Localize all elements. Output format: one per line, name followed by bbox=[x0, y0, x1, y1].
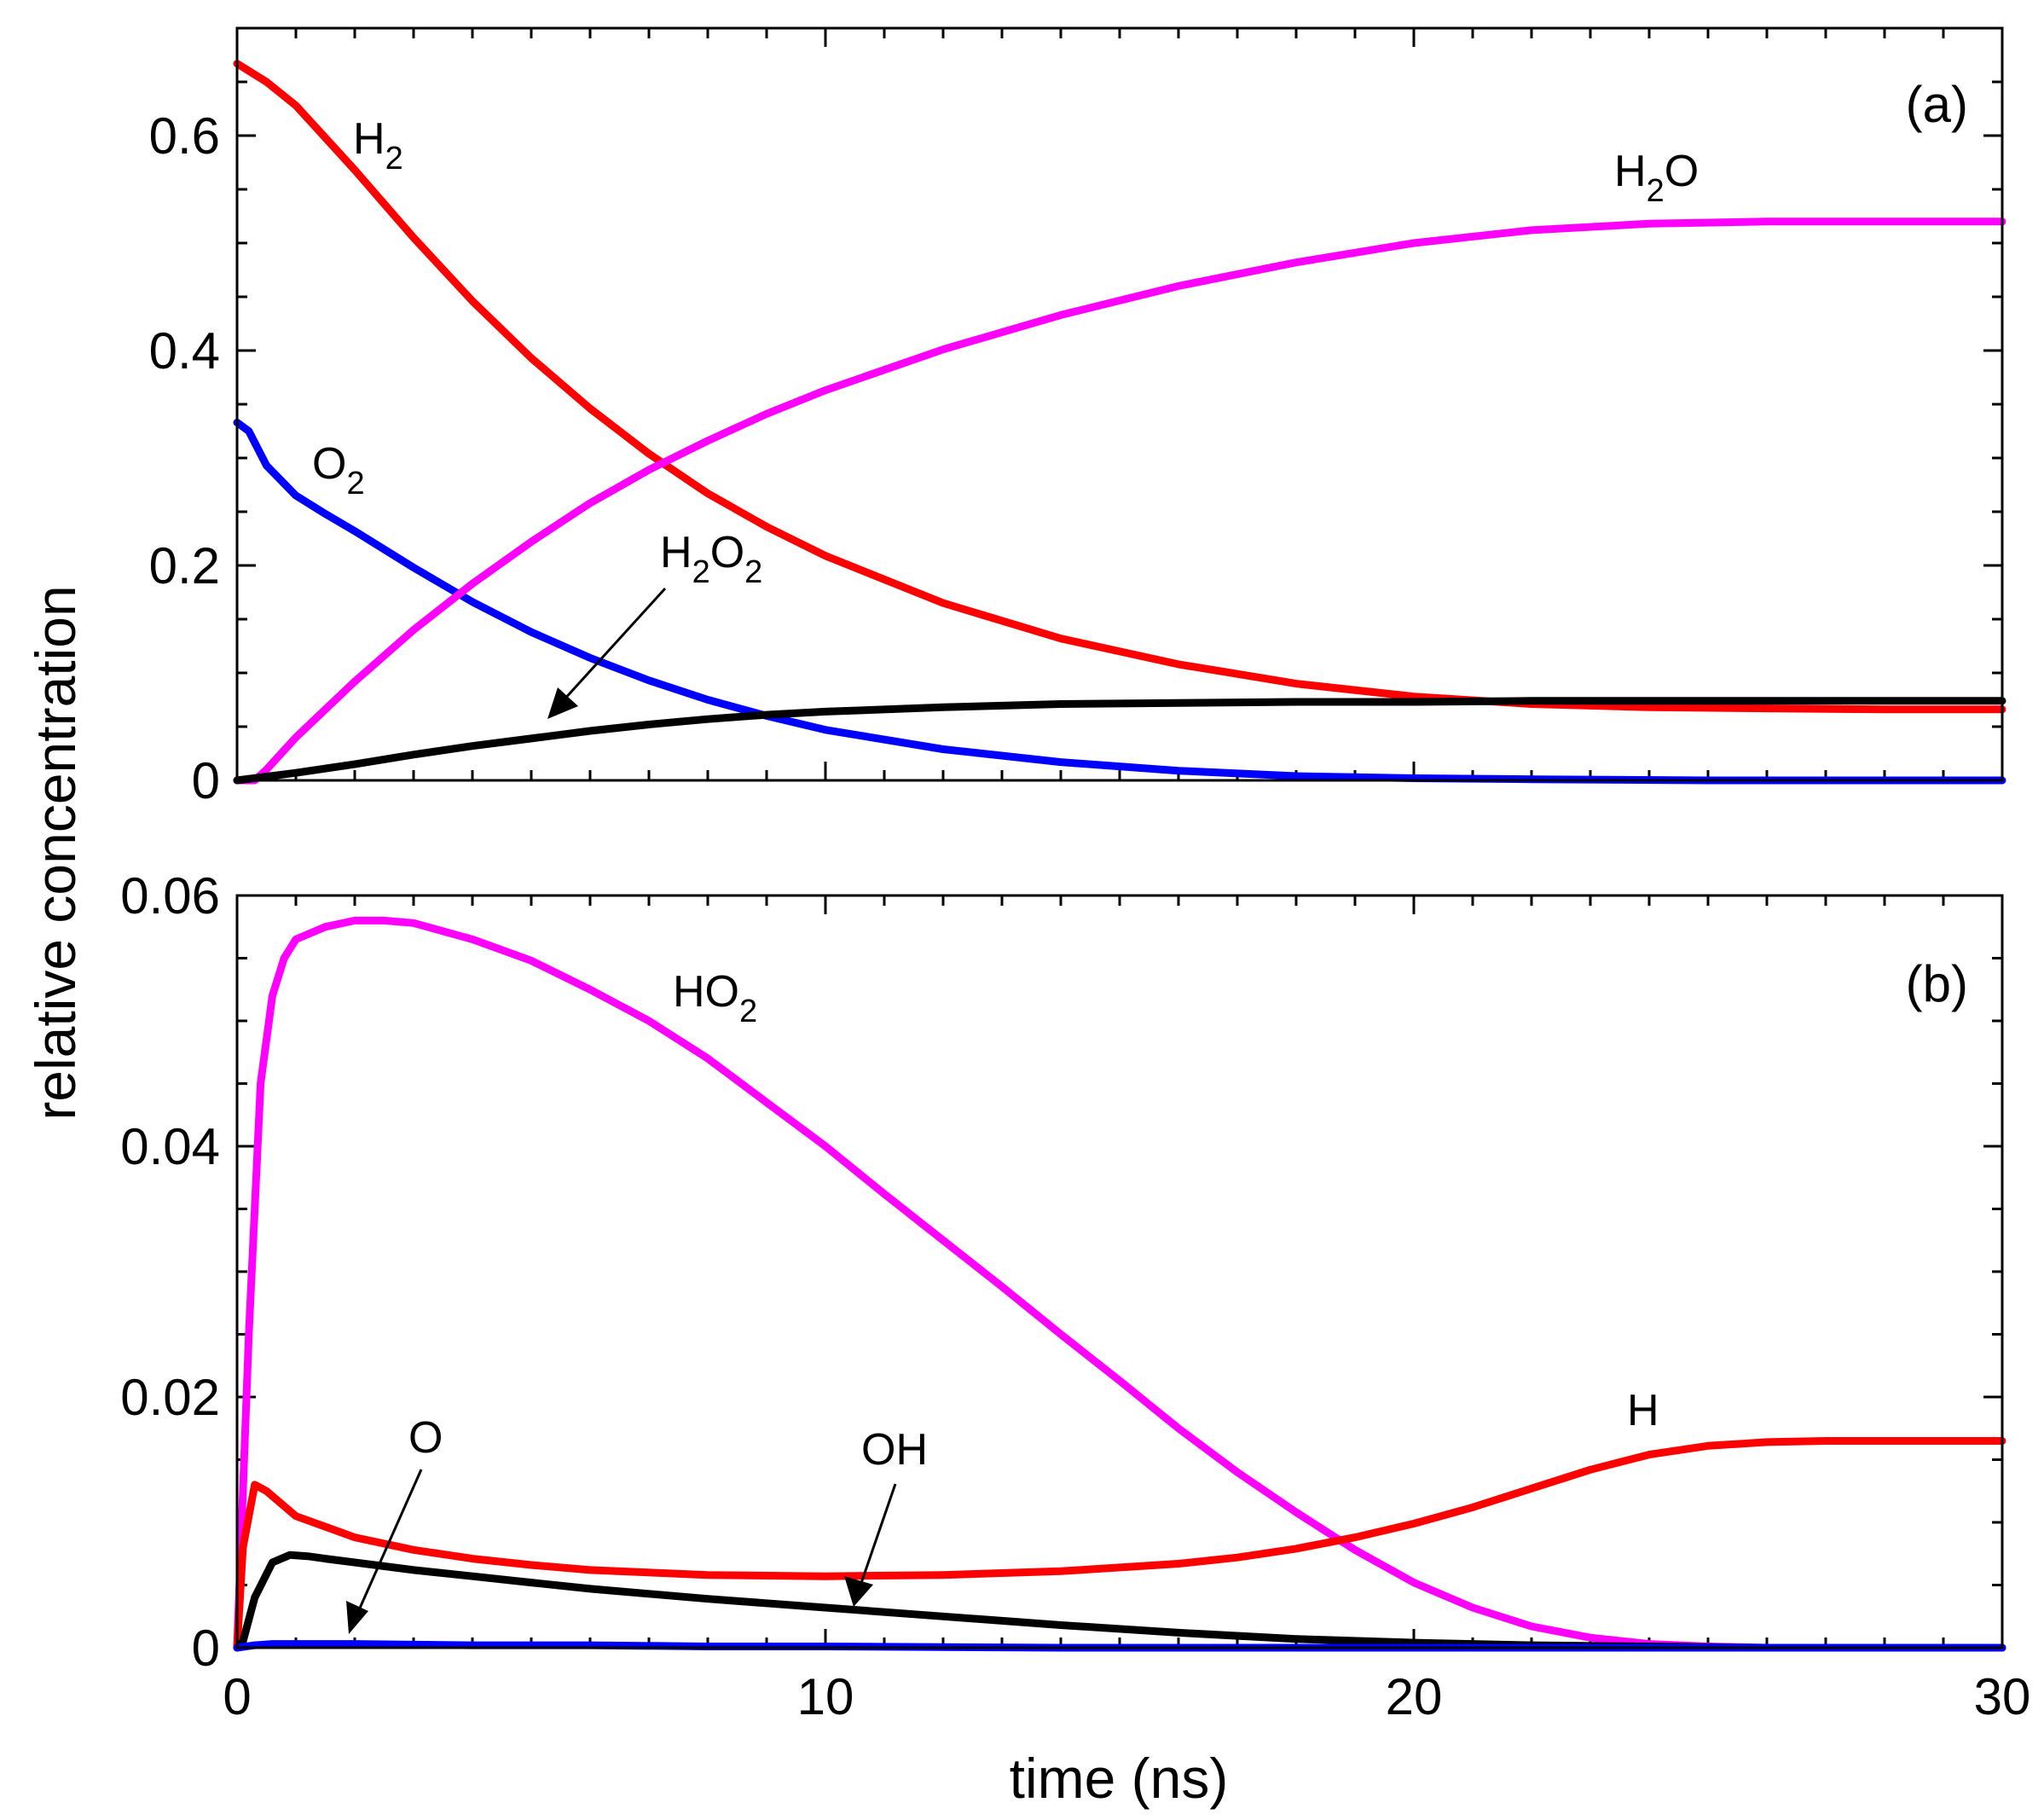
x-tick-label: 10 bbox=[797, 1668, 854, 1725]
panel-a-ytick-labels: 0 0.2 0.4 0.6 bbox=[149, 107, 220, 809]
panel-a: 0 0.2 0.4 0.6 (a) H2 O2 H2O H2O2 bbox=[149, 26, 2006, 809]
panel-b-frame bbox=[235, 894, 2004, 1649]
series-h2o2 bbox=[233, 697, 2006, 785]
series-h2o bbox=[233, 217, 2006, 785]
arrow-h2o2 bbox=[547, 587, 667, 719]
panel-b-tag: (b) bbox=[1906, 955, 1968, 1012]
panel-b-lines bbox=[233, 916, 2006, 1652]
y-tick-label: 0 bbox=[192, 752, 220, 809]
y-tick-label: 0.02 bbox=[120, 1369, 220, 1426]
label-h2o2: H2O2 bbox=[660, 528, 762, 590]
label-h2o: H2O bbox=[1614, 147, 1699, 209]
label-o: O bbox=[408, 1413, 443, 1463]
label-ho2: HO2 bbox=[673, 967, 757, 1029]
panel-a-lines bbox=[233, 60, 2006, 785]
series-oh bbox=[233, 1550, 2006, 1652]
y-tick-label: 0.06 bbox=[120, 867, 220, 924]
label-oh: OH bbox=[861, 1425, 928, 1475]
panel-b-ytick-labels: 0 0.02 0.04 0.06 bbox=[120, 867, 220, 1677]
x-tick-label: 20 bbox=[1386, 1668, 1443, 1725]
series-o2 bbox=[233, 418, 2006, 785]
panel-a-ticks bbox=[235, 26, 2004, 782]
series-h bbox=[233, 1437, 2006, 1652]
panel-b: 0 0.02 0.04 0.06 0 10 20 30 (b) HO2 H OH O bbox=[120, 867, 2030, 1725]
arrow-o bbox=[346, 1469, 423, 1634]
x-tick-label: 30 bbox=[1974, 1668, 2031, 1725]
label-h2: H2 bbox=[353, 114, 403, 177]
y-tick-label: 0.04 bbox=[120, 1118, 220, 1175]
arrow-oh bbox=[844, 1483, 897, 1607]
series-h2 bbox=[233, 60, 2006, 714]
x-tick-label: 0 bbox=[223, 1668, 251, 1725]
label-h: H bbox=[1627, 1386, 1659, 1435]
y-tick-label: 0.4 bbox=[149, 322, 220, 380]
y-tick-label: 0 bbox=[192, 1620, 220, 1677]
panel-a-tag: (a) bbox=[1906, 76, 1968, 133]
panel-b-xtick-labels: 0 10 20 30 bbox=[223, 1668, 2030, 1725]
series-ho2 bbox=[233, 916, 2006, 1652]
panel-a-frame bbox=[235, 26, 2004, 782]
y-tick-label: 0.2 bbox=[149, 537, 220, 594]
y-axis-title: relative concentration bbox=[24, 585, 87, 1120]
x-axis-title: time (ns) bbox=[1010, 1747, 1229, 1810]
panel-b-ticks bbox=[235, 894, 2004, 1649]
y-tick-label: 0.6 bbox=[149, 107, 220, 165]
label-o2: O2 bbox=[312, 439, 365, 501]
